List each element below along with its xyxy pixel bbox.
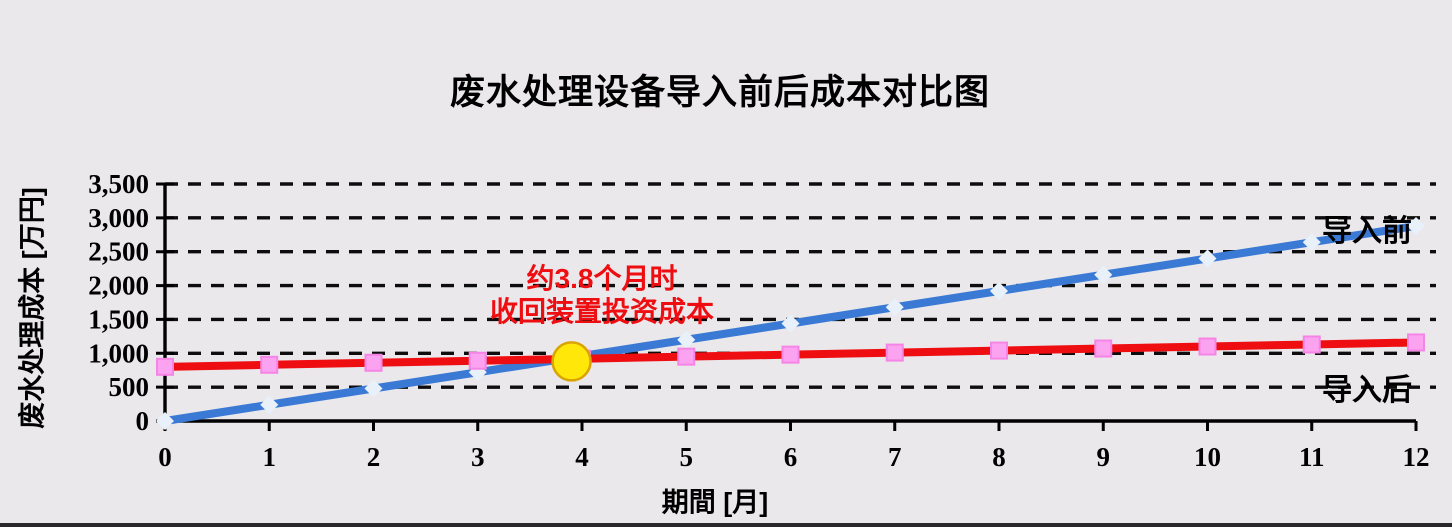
x-tick-label: 9 [1097, 442, 1111, 472]
marker-diamond-before [156, 412, 174, 430]
marker-square-after [1094, 339, 1113, 358]
x-tick-label: 0 [158, 442, 172, 472]
marker-square-after [1407, 333, 1425, 352]
marker-square-after [677, 347, 696, 366]
marker-square-after [990, 341, 1008, 360]
y-tick-label: 0 [136, 406, 150, 436]
marker-diamond-before [990, 281, 1008, 300]
x-tick-label: 8 [992, 442, 1006, 472]
marker-square-after [1302, 335, 1321, 354]
marker-square-after [885, 343, 904, 362]
marker-square-after [1198, 337, 1217, 356]
x-tick-label: 5 [680, 442, 694, 472]
annotation-line-2: 收回装置投资成本 [489, 296, 714, 327]
x-tick-label: 6 [784, 442, 798, 472]
marker-diamond-before [260, 395, 279, 414]
annotation-line-1: 约3.8个月时 [526, 263, 678, 294]
marker-square-after [364, 353, 383, 372]
marker-diamond-before [364, 379, 383, 398]
x-axis-title: 期間 [月] [661, 487, 769, 518]
x-tick-label: 11 [1299, 442, 1325, 472]
marker-diamond-before [1198, 249, 1217, 268]
x-tick-label: 10 [1194, 442, 1221, 472]
y-tick-label: 1,000 [88, 338, 149, 368]
y-tick-label: 2,000 [88, 271, 149, 301]
annotation-payback: 约3.8个月时 收回装置投资成本 [417, 262, 787, 328]
marker-diamond-before [1407, 216, 1425, 235]
x-tick-label: 2 [367, 442, 381, 472]
x-tick-label: 12 [1403, 442, 1430, 472]
bottom-border [0, 523, 1452, 527]
y-tick-label: 3,500 [88, 169, 149, 199]
marker-square-after [260, 355, 279, 374]
x-tick-label: 7 [888, 442, 902, 472]
y-tick-label: 2,500 [88, 237, 149, 267]
payback-marker [551, 341, 592, 382]
x-tick-label: 3 [471, 442, 485, 472]
y-tick-label: 500 [109, 372, 150, 402]
x-tick-label: 4 [575, 442, 589, 472]
marker-diamond-before [677, 330, 696, 349]
marker-square-after [156, 357, 174, 376]
series-label-before: 导入前 [1322, 215, 1412, 248]
chart-title: 废水处理设备导入前后成本对比图 [449, 73, 990, 112]
marker-diamond-before [1094, 265, 1113, 284]
series-label-after: 导入后 [1322, 374, 1412, 407]
y-tick-label: 1,500 [88, 304, 149, 334]
x-tick-label: 1 [263, 442, 277, 472]
marker-square-after [468, 351, 487, 370]
marker-diamond-before [1302, 233, 1321, 252]
y-tick-label: 3,000 [88, 203, 149, 233]
marker-diamond-before [885, 298, 904, 317]
marker-square-after [781, 345, 800, 364]
y-axis-title: 废水处理成本 [万円] [17, 187, 48, 429]
marker-diamond-before [781, 314, 800, 333]
